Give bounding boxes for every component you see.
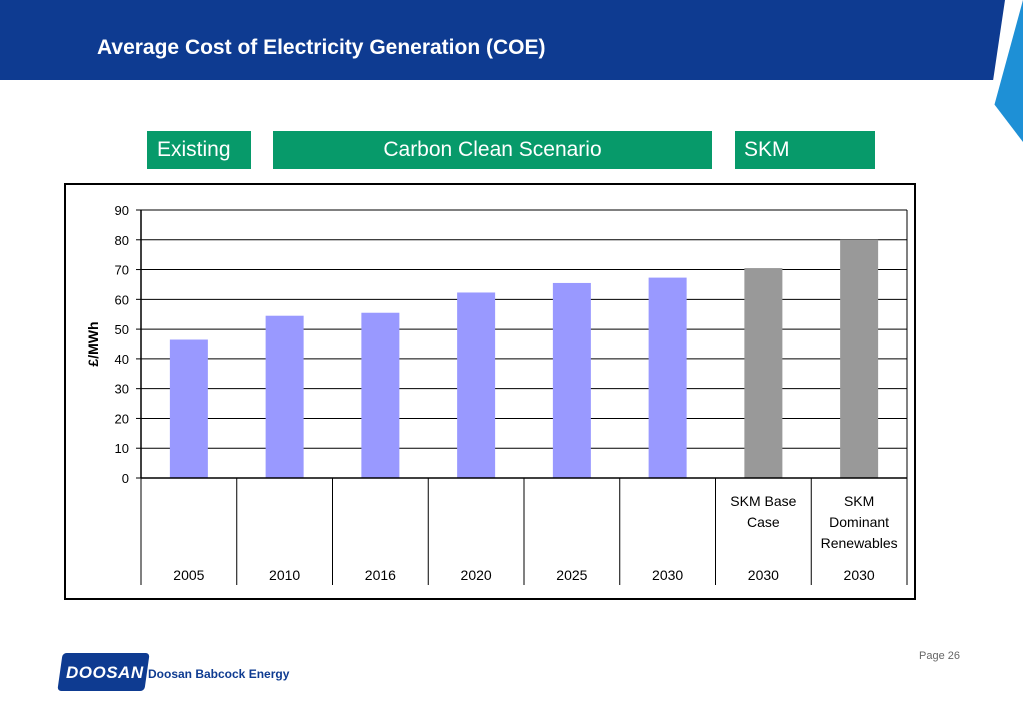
year-label: 2030 <box>844 567 875 583</box>
y-tick-label: 80 <box>115 233 129 248</box>
year-label: 2005 <box>173 567 204 583</box>
y-axis-title: £/MWh <box>85 321 101 366</box>
category-label: Renewables <box>821 535 898 551</box>
y-tick-label: 30 <box>115 382 129 397</box>
y-tick-label: 20 <box>115 411 129 426</box>
corner-graphic <box>989 0 1023 142</box>
category-label: SKM <box>844 493 874 509</box>
category-label: Case <box>747 514 780 530</box>
bar <box>361 312 400 478</box>
group-label-skm: SKM <box>735 131 875 169</box>
page-number: Page 26 <box>919 650 960 662</box>
y-tick-label: 0 <box>122 471 129 486</box>
year-label: 2030 <box>748 567 779 583</box>
company-name: Doosan Babcock Energy <box>148 667 290 681</box>
category-label: Dominant <box>829 514 889 530</box>
year-label: 2025 <box>556 567 587 583</box>
bar <box>457 292 496 478</box>
bar <box>744 268 783 478</box>
year-label: 2016 <box>365 567 396 583</box>
y-tick-label: 10 <box>115 441 129 456</box>
y-tick-label: 90 <box>115 203 129 218</box>
slide-title: Average Cost of Electricity Generation (… <box>97 36 546 59</box>
bar <box>840 239 879 478</box>
y-tick-label: 60 <box>115 292 129 307</box>
y-tick-label: 40 <box>115 352 129 367</box>
header-bar <box>0 0 1023 80</box>
y-tick-label: 70 <box>115 263 129 278</box>
bar <box>648 277 687 478</box>
y-tick-label: 50 <box>115 322 129 337</box>
bar <box>552 282 591 478</box>
year-label: 2010 <box>269 567 300 583</box>
year-label: 2030 <box>652 567 683 583</box>
year-label: 2020 <box>461 567 492 583</box>
bar <box>265 315 304 478</box>
category-label: SKM Base <box>730 493 796 509</box>
logo-wordmark: DOOSAN <box>66 663 144 682</box>
bar <box>169 339 208 478</box>
group-label-existing: Existing <box>147 131 251 169</box>
chart-frame: 0 10 20 30 40 50 60 70 80 90 2005 2010 2016 2020 2025 2… <box>64 183 916 600</box>
group-label-carbon-clean-scenario: Carbon Clean Scenario <box>273 131 712 169</box>
